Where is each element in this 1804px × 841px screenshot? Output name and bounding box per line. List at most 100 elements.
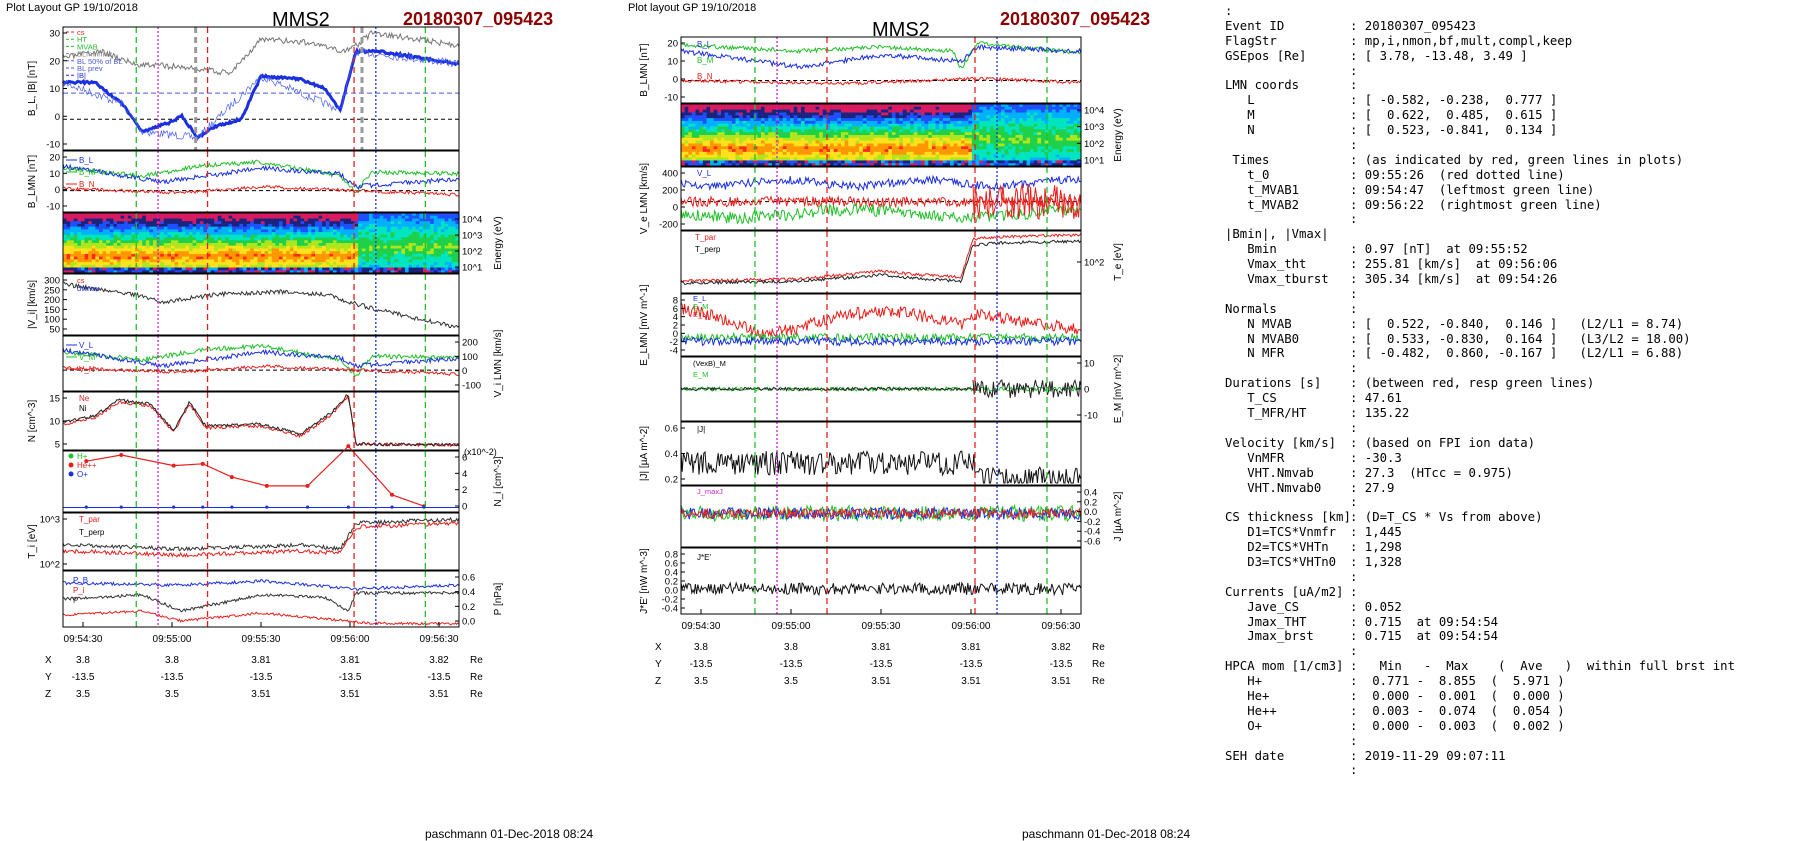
spectrogram-cell [207,264,212,269]
spectrogram-cell [935,118,940,122]
spectrogram-cell [1004,126,1009,130]
spectrogram-cell [214,232,219,236]
spectrogram-cell [120,221,125,225]
spectrogram-cell [971,109,977,113]
spectrogram-cell [88,218,93,222]
spectrogram-cell [66,256,71,260]
spectrogram-cell [397,232,402,236]
spectrogram-cell [913,151,918,156]
spectrogram-cell [160,221,165,225]
spectrogram-cell [433,256,438,260]
spectrogram-cell [336,264,341,269]
spectrogram-cell [138,256,143,260]
spectrogram-cell [351,237,356,241]
spectrogram-cell [710,112,715,116]
spectrogram-cell [928,123,933,128]
spectrogram-cell [250,240,255,244]
spectrogram-cell [921,140,926,144]
spectrogram-cell [333,243,338,247]
spectrogram-cell [866,151,871,156]
spectrogram-cell [862,140,867,144]
spectrogram-cell [455,253,460,258]
spectrogram-cell [804,137,809,142]
spectrogram-cell [347,221,352,225]
spectrogram-cell [361,237,366,241]
spectrogram-cell [848,112,853,116]
spectrogram-cell [793,132,798,136]
data-point [84,459,89,464]
spectrogram-cell [81,267,86,271]
spectrogram-cell [354,221,359,225]
spectrogram-cell [924,154,929,159]
spectrogram-cell [968,140,973,144]
spectrogram-cell [950,163,955,167]
spectrogram-cell [695,135,700,139]
spectrogram-cell [801,118,806,122]
spectrogram-cell [372,232,377,236]
spectrogram-cell [358,234,363,239]
spectrogram-cell [109,232,114,236]
spectrogram-cell [167,221,172,225]
spectrogram-cell [931,123,937,128]
spectrogram-cell [372,229,377,233]
spectrogram-cell [731,109,737,113]
spectrogram-cell [84,245,89,249]
spectrogram-cell [957,157,962,161]
spectrogram-cell [261,229,266,233]
spectrogram-cell [379,240,384,244]
spectrogram-cell [135,237,140,241]
spectrogram-cell [742,157,747,161]
legend-label: P_i [73,586,85,595]
spectrogram-cell [979,163,984,167]
spectrogram-cell [217,253,222,258]
spectrogram-cell [343,226,348,230]
spectrogram-cell [837,112,842,116]
spectrogram-cell [109,240,114,244]
spectrogram-cell [77,237,82,241]
spectrogram-cell [401,221,406,225]
spectrogram-cell [106,218,111,222]
spectrogram-cell [953,163,958,167]
spectrogram-cell [340,226,345,230]
spectrogram-cell [895,154,900,159]
spectrogram-cell [455,256,460,260]
spectrogram-cell [322,218,327,222]
spectrogram-cell [851,146,857,150]
spectrogram-cell [859,151,864,156]
spectrogram-cell [358,248,363,252]
spectrogram-cell [343,245,348,249]
spectrogram-cell [910,129,915,133]
spectrogram-cell [214,221,219,225]
spectrogram-cell [383,270,388,274]
spectrogram-cell [761,104,766,108]
spectrogram-cell [88,215,93,219]
spectrogram-cell [975,126,980,130]
spectrogram-cell [902,146,907,150]
spectrogram-cell [221,264,226,269]
spectrogram-cell [721,163,726,167]
spectrogram-cell [1001,129,1006,133]
spectrogram-cell [88,245,93,249]
spectrogram-cell [891,135,897,139]
spectrogram-cell [250,267,255,271]
spectrogram-cell [866,112,871,116]
panel-frame [62,26,460,151]
spectrogram-cell [455,251,460,255]
spectrogram-cell [282,256,287,260]
spectrogram-cell [931,115,937,119]
spectrogram-cell [113,234,118,239]
spectrogram-cell [706,135,711,139]
spectrogram-cell [397,267,402,271]
spectrogram-cell [261,264,266,269]
spectrogram-cell [433,229,438,233]
spectrogram-cell [928,118,933,122]
spectrogram-cell [178,215,183,219]
spectrogram-cell [993,109,998,113]
spectrogram-cell [322,234,327,239]
spectrogram-cell [437,213,442,217]
spectrogram-cell [990,163,995,167]
spectrogram-cell [742,143,747,147]
spectrogram-cell [217,264,222,269]
spectrogram-cell [289,237,294,241]
